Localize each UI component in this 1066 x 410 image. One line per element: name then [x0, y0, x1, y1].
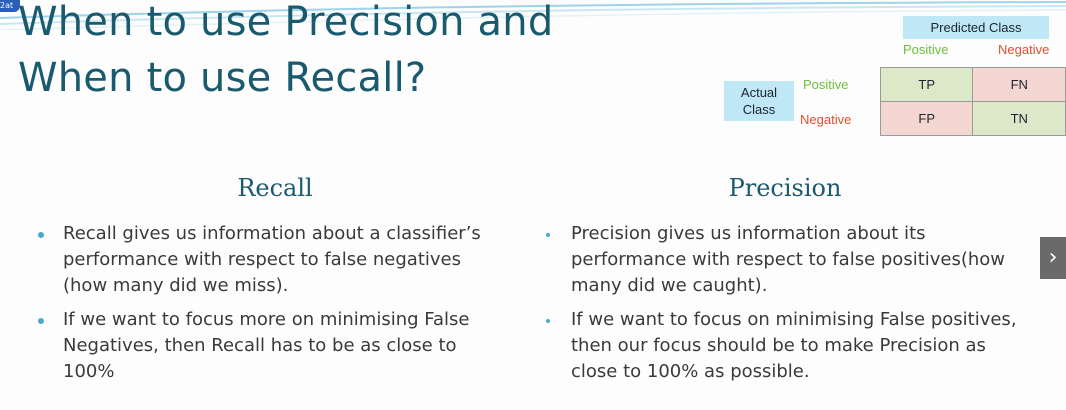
- bullet-text: Precision gives us information about its…: [571, 223, 1006, 296]
- predicted-class-header: Predicted Class: [903, 16, 1049, 39]
- list-item: If we want to focus more on minimising F…: [38, 307, 508, 385]
- actual-negative-label: Negative: [800, 112, 852, 127]
- corner-logo-badge: 2at: [0, 0, 20, 12]
- bullet-dot-icon: [38, 318, 44, 324]
- precision-heading: Precision: [728, 174, 842, 202]
- actual-class-header: Actual Class: [724, 81, 794, 121]
- predicted-negative-label: Negative: [998, 42, 1050, 57]
- matrix-row: TP FN: [879, 67, 1066, 102]
- bullet-text: If we want to focus more on minimising F…: [63, 309, 470, 382]
- recall-bullet-list: Recall gives us information about a clas…: [38, 221, 508, 393]
- bullet-dot-icon: [546, 319, 550, 323]
- precision-bullet-list: Precision gives us information about its…: [546, 221, 1026, 393]
- confusion-matrix-table: TP FN FP TN: [879, 67, 1066, 136]
- list-item: Precision gives us information about its…: [546, 221, 1026, 299]
- matrix-row: FP TN: [879, 101, 1066, 136]
- matrix-cell-tn: TN: [972, 101, 1066, 136]
- recall-heading: Recall: [237, 174, 313, 202]
- header-swoosh-decoration: [0, 1, 1066, 30]
- predicted-positive-label: Positive: [903, 42, 949, 57]
- list-item: If we want to focus on minimising False …: [546, 307, 1026, 385]
- slide-title: When to use Precision and When to use Re…: [18, 0, 554, 101]
- bullet-dot-icon: [546, 233, 550, 237]
- actual-positive-label: Positive: [803, 77, 849, 92]
- next-slide-button[interactable]: ›: [1040, 237, 1066, 279]
- bullet-text: If we want to focus on minimising False …: [571, 309, 1017, 382]
- list-item: Recall gives us information about a clas…: [38, 221, 508, 299]
- matrix-cell-tp: TP: [879, 67, 974, 102]
- bullet-dot-icon: [38, 232, 44, 238]
- bullet-text: Recall gives us information about a clas…: [63, 223, 481, 296]
- matrix-cell-fn: FN: [972, 67, 1066, 102]
- matrix-cell-fp: FP: [879, 101, 974, 136]
